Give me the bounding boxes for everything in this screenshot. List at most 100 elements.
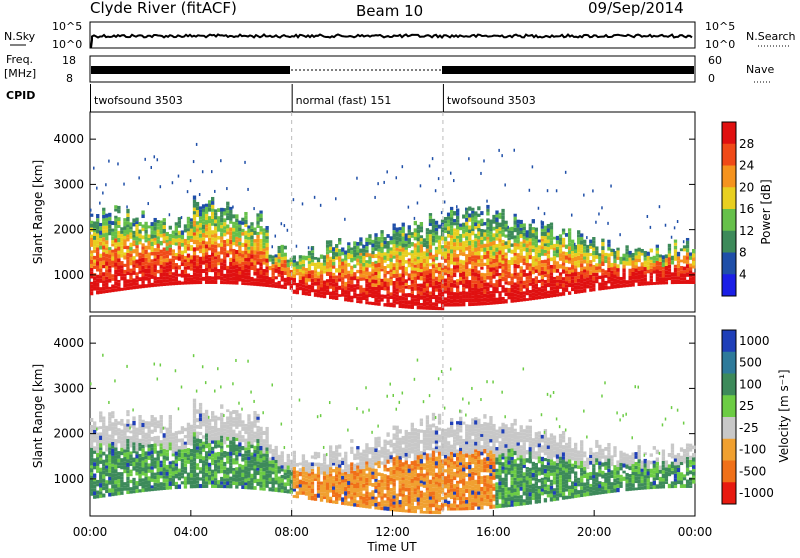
heatmap-cell bbox=[344, 455, 347, 459]
heatmap-cell bbox=[299, 399, 301, 402]
heatmap-cell bbox=[93, 481, 96, 484]
heatmap-cell bbox=[144, 250, 147, 254]
heatmap-cell bbox=[108, 250, 111, 254]
heatmap-cell bbox=[492, 241, 495, 245]
heatmap-cell bbox=[99, 242, 102, 246]
heatmap-cell bbox=[656, 274, 659, 277]
heatmap-cell bbox=[262, 239, 265, 242]
heatmap-cell bbox=[223, 462, 226, 466]
heatmap-cell bbox=[208, 276, 211, 280]
heatmap-cell bbox=[329, 247, 332, 250]
heatmap-cell bbox=[365, 386, 367, 389]
heatmap-cell bbox=[417, 229, 420, 233]
heatmap-cell bbox=[374, 507, 377, 510]
heatmap-cell bbox=[120, 227, 123, 230]
heatmap-cell bbox=[556, 236, 559, 240]
heatmap-cell bbox=[241, 279, 244, 282]
heatmap-cell bbox=[235, 458, 238, 461]
heatmap-cell bbox=[147, 273, 150, 277]
heatmap-cell bbox=[396, 456, 399, 460]
heatmap-cell bbox=[411, 270, 414, 273]
heatmap-cell bbox=[181, 262, 184, 266]
heatmap-cell bbox=[335, 489, 338, 493]
heatmap-cell bbox=[459, 277, 462, 281]
heatmap-cell bbox=[220, 247, 223, 251]
heatmap-cell bbox=[141, 280, 144, 284]
heatmap-cell bbox=[332, 255, 335, 259]
heatmap-cell bbox=[287, 260, 290, 263]
heatmap-cell bbox=[163, 427, 165, 430]
heatmap-cell bbox=[232, 382, 234, 385]
heatmap-cell bbox=[514, 253, 517, 256]
heatmap-cell bbox=[138, 238, 141, 241]
heatmap-cell bbox=[365, 482, 368, 485]
heatmap-cell bbox=[132, 416, 135, 421]
heatmap-cell bbox=[190, 459, 193, 462]
heatmap-cell bbox=[423, 285, 426, 288]
heatmap-cell bbox=[447, 241, 450, 245]
heatmap-cell bbox=[514, 250, 517, 253]
heatmap-cell bbox=[368, 264, 371, 268]
heatmap-cell bbox=[181, 235, 184, 239]
heatmap-cell bbox=[553, 277, 556, 280]
heatmap-cell bbox=[214, 464, 217, 468]
heatmap-cell bbox=[108, 462, 111, 465]
heatmap-cell bbox=[683, 281, 686, 284]
heatmap-cell bbox=[435, 254, 438, 257]
heatmap-cell bbox=[389, 459, 392, 463]
heatmap-cell bbox=[420, 226, 423, 229]
heatmap-cell bbox=[169, 422, 172, 425]
heatmap-cell bbox=[450, 238, 453, 241]
heatmap-cell bbox=[129, 436, 132, 440]
heatmap-cell bbox=[332, 279, 335, 284]
heatmap-cell bbox=[108, 493, 111, 497]
heatmap-cell bbox=[117, 162, 119, 165]
heatmap-cell bbox=[338, 265, 341, 269]
heatmap-cell bbox=[93, 421, 96, 425]
heatmap-cell bbox=[144, 273, 147, 276]
heatmap-cell bbox=[595, 246, 598, 250]
heatmap-cell bbox=[386, 493, 389, 496]
heatmap-cell bbox=[402, 455, 405, 458]
heatmap-cell bbox=[350, 496, 353, 499]
heatmap-cell bbox=[259, 248, 262, 251]
heatmap-cell bbox=[523, 259, 526, 262]
heatmap-cell bbox=[574, 243, 576, 246]
heatmap-cell bbox=[414, 288, 417, 291]
heatmap-cell bbox=[93, 474, 96, 478]
heatmap-cell bbox=[393, 495, 396, 498]
heatmap-cell bbox=[335, 456, 338, 460]
heatmap-cell bbox=[359, 300, 362, 303]
heatmap-cell bbox=[380, 504, 383, 507]
heatmap-cell bbox=[432, 290, 435, 293]
heatmap-cell bbox=[235, 445, 238, 448]
heatmap-cell bbox=[329, 445, 332, 449]
heatmap-cell bbox=[692, 281, 695, 284]
heatmap-cell bbox=[408, 225, 411, 229]
heatmap-cell bbox=[259, 431, 262, 435]
heatmap-cell bbox=[199, 443, 202, 446]
heatmap-cell bbox=[163, 272, 166, 276]
heatmap-cell bbox=[492, 215, 495, 220]
heatmap-cell bbox=[208, 265, 211, 269]
heatmap-cell bbox=[226, 202, 229, 206]
heatmap-cell bbox=[163, 222, 166, 225]
heatmap-cell bbox=[408, 206, 410, 209]
heatmap-cell bbox=[253, 278, 256, 281]
colorbar-swatch bbox=[722, 209, 736, 231]
heatmap-cell bbox=[389, 452, 392, 456]
heatmap-cell bbox=[268, 478, 271, 481]
heatmap-cell bbox=[489, 220, 492, 224]
heatmap-cell bbox=[674, 272, 677, 276]
heatmap-cell bbox=[489, 246, 492, 250]
heatmap-cell bbox=[154, 235, 157, 238]
heatmap-cell bbox=[151, 234, 154, 238]
heatmap-cell bbox=[471, 255, 474, 258]
heatmap-cell bbox=[272, 460, 275, 464]
heatmap-cell bbox=[335, 471, 338, 475]
heatmap-cell bbox=[507, 281, 510, 285]
heatmap-cell bbox=[377, 289, 380, 293]
heatmap-cell bbox=[111, 446, 114, 449]
heatmap-cell bbox=[389, 475, 392, 478]
heatmap-cell bbox=[335, 286, 338, 289]
